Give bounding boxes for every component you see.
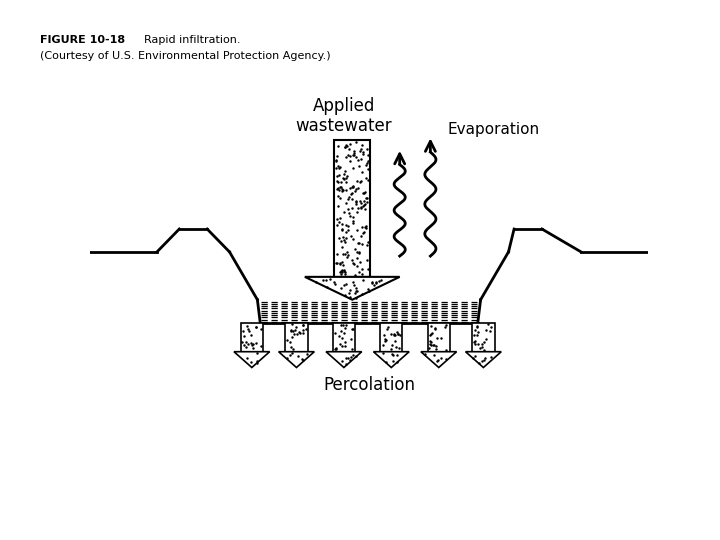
Text: PEARSON: PEARSON [624,508,713,526]
Polygon shape [305,277,400,300]
Polygon shape [421,352,456,368]
Text: (Courtesy of U.S. Environmental Protection Agency.): (Courtesy of U.S. Environmental Protecti… [40,51,330,62]
Text: Evaporation: Evaporation [447,122,539,137]
Polygon shape [466,352,501,368]
Bar [285,322,307,352]
Polygon shape [234,352,270,368]
Bar [333,322,355,352]
Text: ALWAYS LEARNING: ALWAYS LEARNING [7,510,139,524]
Polygon shape [326,352,361,368]
Bar [380,322,402,352]
Text: Basic Environmental Technology, Sixth Edition
Jerry A. Nathanson | Richard A. Sc: Basic Environmental Technology, Sixth Ed… [158,507,336,529]
Bar [428,322,450,352]
Bar [472,322,495,352]
Bar [240,322,263,352]
Text: Copyright © 2015 by Pearson Education, Inc
All Rights Reserve: Copyright © 2015 by Pearson Education, I… [432,507,603,529]
Text: Rapid infiltration.: Rapid infiltration. [137,35,240,45]
Text: Applied
wastewater: Applied wastewater [296,97,392,136]
Text: FIGURE 10-18: FIGURE 10-18 [40,35,125,45]
Text: Percolation: Percolation [323,376,415,394]
Bar [334,140,370,277]
Polygon shape [374,352,409,368]
Polygon shape [279,352,315,368]
